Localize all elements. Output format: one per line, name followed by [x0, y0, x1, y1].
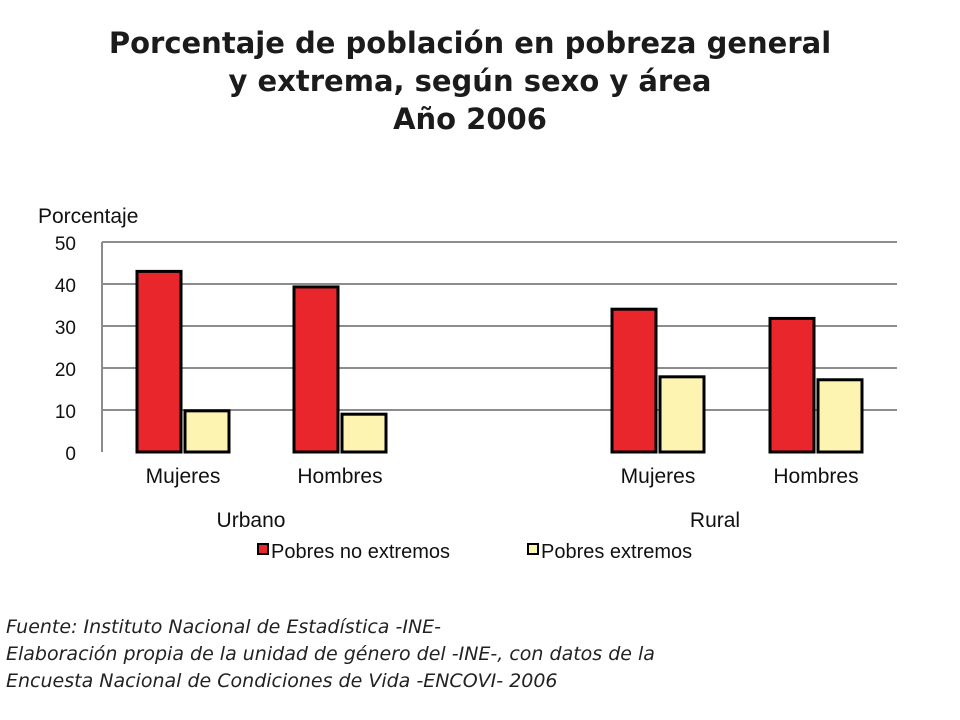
y-tick-label-4: 40 [55, 276, 76, 297]
y-tick-label-0: 0 [65, 444, 76, 465]
y-tick-label-5: 50 [55, 234, 76, 255]
legend-label-1: Pobres extremos [541, 541, 692, 563]
bar-no-extremos-1 [292, 285, 340, 454]
x-tick-label-2: Mujeres [621, 465, 696, 488]
bar-extremos-2 [658, 375, 706, 454]
x-tick-label-0: Mujeres [146, 465, 221, 488]
y-tick-label-1: 10 [55, 402, 76, 423]
title-line-2: y extrema, según sexo y área [228, 64, 712, 98]
y-tick-label-2: 20 [55, 360, 76, 381]
bar-no-extremos-2 [610, 307, 658, 454]
group-label-0: Urbano [217, 509, 286, 532]
bar-extremos-1 [340, 412, 388, 454]
group-label-1: Rural [690, 509, 740, 532]
source-note: Fuente: Instituto Nacional de Estadístic… [6, 614, 655, 695]
x-tick-label-1: Hombres [297, 465, 382, 488]
title-line-3: Año 2006 [393, 102, 547, 136]
y-axis-title: Porcentaje [38, 205, 138, 228]
bar-no-extremos-3 [768, 316, 816, 454]
bar-extremos-0 [183, 409, 231, 454]
bar-no-extremos-0 [135, 269, 183, 454]
x-tick-label-3: Hombres [773, 465, 858, 488]
legend-swatch-1 [527, 543, 539, 555]
source-line-2: Elaboración propia de la unidad de géner… [6, 643, 655, 665]
source-line-1: Fuente: Instituto Nacional de Estadístic… [6, 616, 442, 638]
legend-swatch-0 [257, 543, 269, 555]
source-line-3: Encuesta Nacional de Condiciones de Vida… [6, 670, 558, 692]
y-tick-label-3: 30 [55, 318, 76, 339]
chart-title: Porcentaje de población en pobreza gener… [0, 24, 940, 138]
legend-label-0: Pobres no extremos [271, 541, 450, 563]
bar-chart: 0 10 20 30 40 50 Porcentaje Mujeres Hombres Mujer… [38, 205, 897, 563]
bar-extremos-3 [816, 378, 864, 454]
title-line-1: Porcentaje de población en pobreza gener… [108, 26, 832, 60]
